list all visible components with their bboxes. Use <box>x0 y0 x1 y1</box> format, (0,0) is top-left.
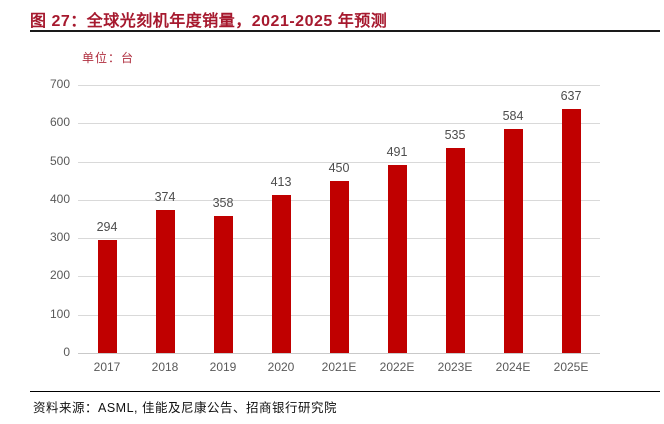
bar <box>97 240 117 353</box>
source-divider <box>30 391 660 392</box>
x-axis-tick-label: 2019 <box>209 360 237 374</box>
gridline <box>78 353 600 354</box>
y-axis-tick-label: 400 <box>49 191 70 206</box>
x-axis-tick-label: 2022E <box>379 360 415 374</box>
x-axis-tick-label: 2024E <box>495 360 531 374</box>
bar-value-label: 294 <box>96 220 118 235</box>
gridline <box>78 123 600 125</box>
bar-value-label: 450 <box>328 160 350 175</box>
bar <box>561 109 581 353</box>
bar-value-label: 491 <box>386 145 408 160</box>
bar-value-label: 374 <box>154 189 176 204</box>
x-axis-tick-label: 2020 <box>267 360 295 374</box>
figure-title: 图 27：全球光刻机年度销量，2021-2025 年预测 <box>30 13 388 30</box>
bar-value-label: 535 <box>444 128 466 143</box>
bar <box>445 148 465 353</box>
x-axis-tick-label: 2023E <box>437 360 473 374</box>
gridline <box>78 161 600 163</box>
bar <box>503 129 523 353</box>
bar-value-label: 637 <box>560 89 582 104</box>
bar-value-label: 358 <box>212 195 234 210</box>
bar <box>387 165 407 353</box>
bar <box>155 209 175 353</box>
bar <box>213 215 233 353</box>
source-text: 资料来源：ASML, 佳能及尼康公告、招商银行研究院 <box>33 401 337 415</box>
bar-value-label: 584 <box>502 109 524 124</box>
y-axis-tick-label: 0 <box>63 345 70 359</box>
x-axis-tick-label: 2017 <box>93 360 121 374</box>
y-axis-tick-label: 700 <box>49 77 70 91</box>
x-axis-tick-label: 2025E <box>553 360 589 374</box>
unit-label: 单位：台 <box>82 51 135 65</box>
bar-value-label: 413 <box>270 174 292 189</box>
x-axis-tick-label: 2018 <box>151 360 179 374</box>
y-axis-tick-label: 100 <box>49 306 70 321</box>
y-axis-tick-label: 300 <box>49 230 70 245</box>
bar <box>271 194 291 353</box>
x-axis-tick-label: 2021E <box>321 360 357 374</box>
y-axis-tick-label: 600 <box>49 115 70 130</box>
gridline <box>78 85 600 86</box>
y-axis-tick-label: 500 <box>49 153 70 168</box>
bar <box>329 180 349 353</box>
title-underline-divider <box>30 30 660 32</box>
y-axis-tick-label: 200 <box>49 268 70 283</box>
